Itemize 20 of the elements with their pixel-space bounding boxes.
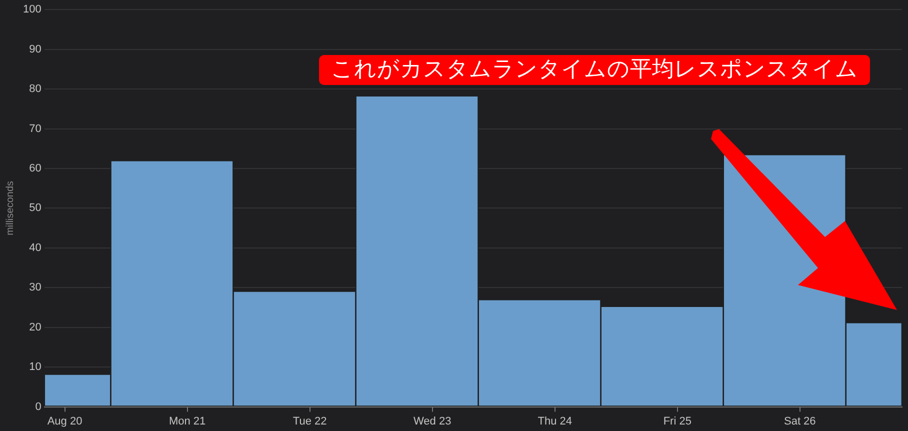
y-tick-label: 30: [29, 282, 42, 294]
y-tick-label: 0: [35, 400, 42, 413]
y-tick-label: 40: [29, 242, 42, 254]
x-tick-label: Sat 26: [784, 415, 816, 428]
y-tick-label: 70: [29, 122, 42, 135]
y-tick-label: 50: [29, 202, 42, 214]
x-tick-label: Wed 23: [413, 415, 452, 428]
y-tick-label: 80: [29, 83, 42, 96]
x-tick-label: Aug 20: [47, 415, 82, 428]
y-tick-label: 100: [22, 4, 42, 16]
annotation: これがカスタムランタイムの平均レスポンスタイム: [319, 55, 870, 85]
y-axis-title: milliseconds: [4, 180, 16, 236]
x-tick-label: Tue 22: [292, 415, 327, 428]
x-tick-label: Thu 24: [538, 415, 572, 428]
y-tick-label: 20: [29, 321, 42, 334]
x-tick-label: Fri 25: [663, 415, 692, 428]
y-tick-label: 90: [29, 43, 42, 56]
y-tick-label: 10: [29, 361, 42, 374]
x-tick-label: Mon 21: [168, 415, 206, 428]
y-tick-label: 60: [29, 162, 42, 175]
